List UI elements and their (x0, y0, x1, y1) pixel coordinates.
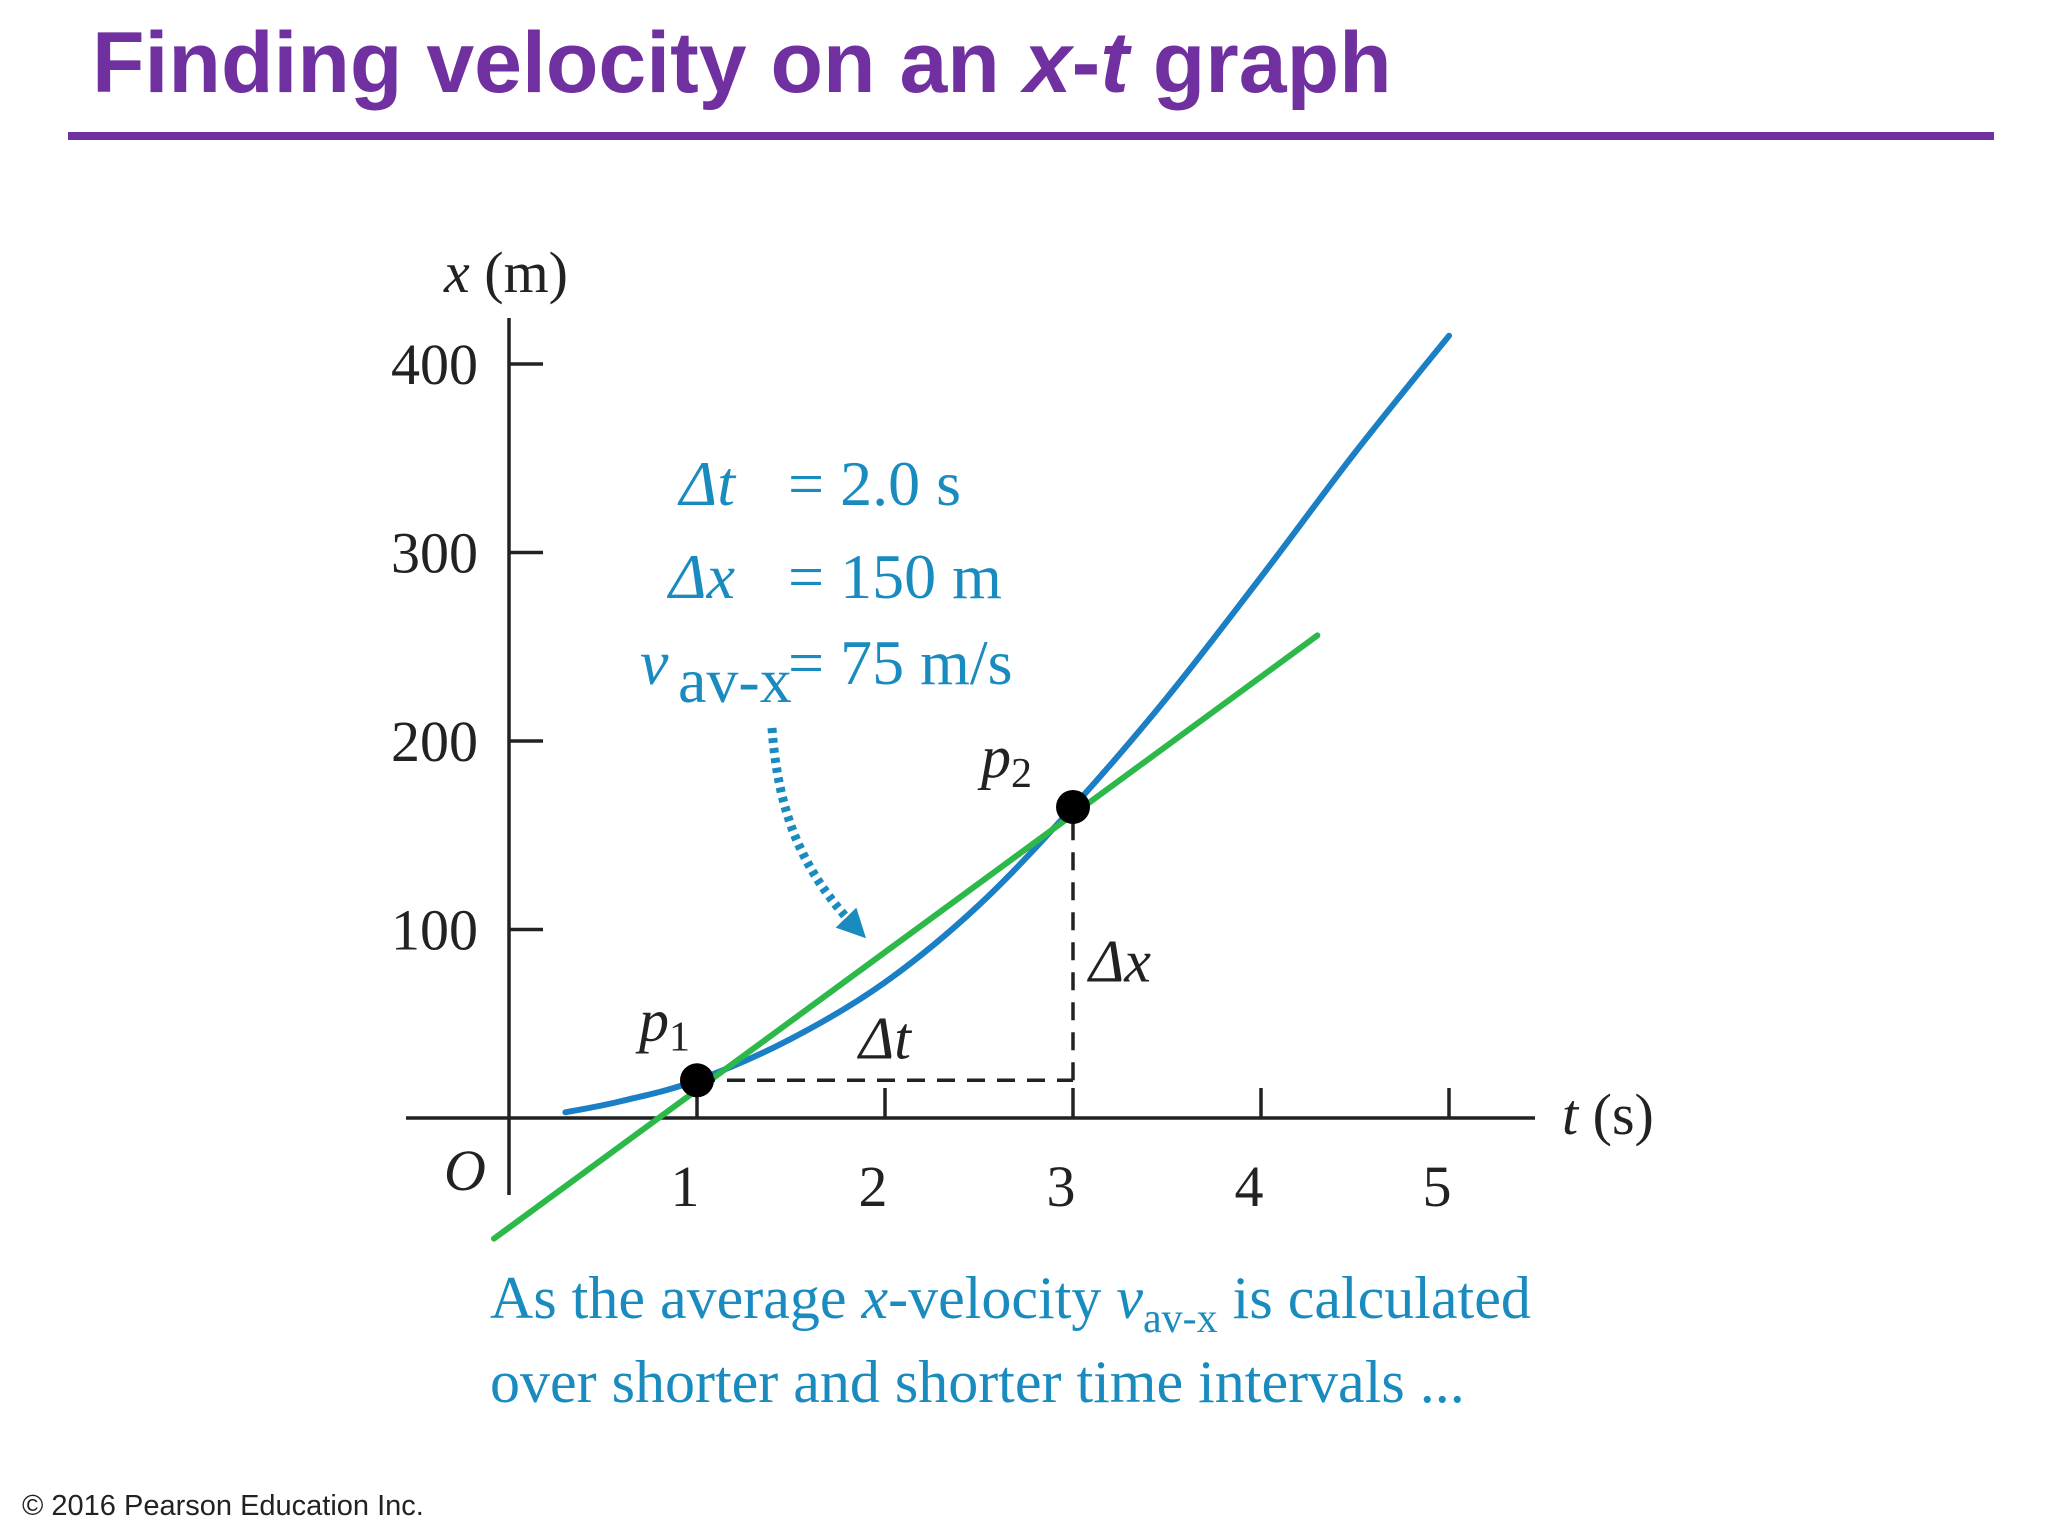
point-label-p1: p1 (635, 987, 690, 1060)
point-name: p (977, 724, 1011, 790)
x-tick-label-3: 3 (1047, 1154, 1076, 1219)
caption-1-sub: av-x (1143, 1296, 1218, 1342)
title-suffix: graph (1128, 15, 1392, 111)
point-subscript: 1 (669, 1014, 690, 1060)
y-axis-var: x (443, 240, 470, 305)
delta-t-label: Δt (857, 1005, 912, 1071)
caption-line-1: As the average x-velocity vav-x is calcu… (490, 1265, 1531, 1342)
y-tick-label-100: 100 (391, 898, 478, 963)
point-label-p2: p2 (977, 724, 1032, 797)
annotation-arrow (767, 727, 867, 939)
caption-1b: -velocity (888, 1265, 1116, 1331)
annot-dt-lhs: Δt (677, 448, 738, 519)
annot-vav-rhs: = 75 m/s (788, 627, 1013, 698)
title-underline (68, 132, 1994, 140)
caption-1a: As the average (490, 1265, 861, 1331)
point-subscript: 2 (1011, 751, 1032, 797)
caption-line-2: over shorter and shorter time intervals … (490, 1349, 1465, 1415)
x-tick-label-4: 4 (1235, 1154, 1264, 1219)
delta-x-label: Δx (1087, 929, 1151, 995)
y-tick-label-200: 200 (391, 709, 478, 774)
y-tick-label-400: 400 (391, 332, 478, 397)
annot-dx-rhs: = 150 m (788, 541, 1002, 612)
caption: As the average x-velocity vav-x is calcu… (490, 1265, 1531, 1415)
point-p2 (1056, 789, 1090, 824)
x-tick-label-2: 2 (859, 1154, 888, 1219)
annot-vav-var: v (640, 627, 669, 698)
annot-vav-sub: av-x (678, 645, 792, 716)
x-axis-label: t (s) (1562, 1082, 1654, 1147)
point-p1 (680, 1063, 714, 1098)
point-name: p (635, 987, 669, 1053)
origin-label: O (444, 1138, 486, 1203)
annotation-block: Δt = 2.0 s Δx = 150 m v av-x = 75 m/s (640, 448, 1013, 716)
x-tick-label-1: 1 (671, 1154, 700, 1219)
caption-1c: is calculated (1218, 1265, 1531, 1331)
x-axis-unit: (s) (1578, 1082, 1654, 1147)
title-var-t: t (1100, 15, 1129, 111)
title-dash: - (1071, 15, 1101, 111)
y-axis-label: x (m) (443, 240, 568, 305)
annot-dx-lhs: Δx (666, 541, 735, 612)
y-axis-unit: (m) (470, 240, 568, 305)
y-tick-label-300: 300 (391, 521, 478, 586)
slide-title: Finding velocity on an x-t graph (92, 14, 1392, 113)
caption-1-var2: v (1116, 1265, 1143, 1331)
caption-1-var: x (860, 1265, 888, 1331)
title-var-x: x (1023, 15, 1072, 111)
copyright-notice: © 2016 Pearson Education Inc. (22, 1490, 424, 1522)
x-tick-label-5: 5 (1423, 1154, 1452, 1219)
x-axis-var: t (1562, 1082, 1580, 1147)
y-ticks: 100 200 300 400 (391, 332, 543, 963)
x-ticks: 1 2 3 4 5 (671, 1088, 1452, 1219)
title-prefix: Finding velocity on an (92, 15, 1024, 111)
annot-dt-rhs: = 2.0 s (788, 448, 961, 519)
series-secant-line (490, 632, 1321, 1242)
